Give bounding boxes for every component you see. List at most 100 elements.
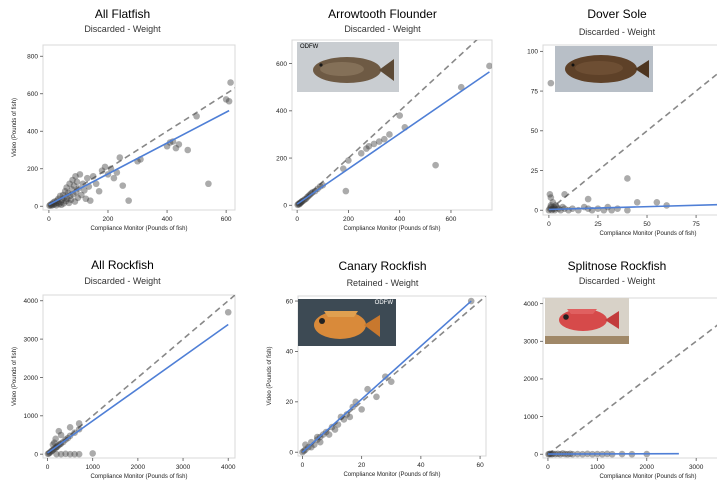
data-point [58, 201, 65, 209]
identity-line [48, 87, 235, 207]
y-tick-label: 400 [27, 129, 38, 136]
data-point [552, 202, 560, 209]
plot-area [42, 44, 236, 211]
x-axis-label: Compliance Monitor (Pounds of fish) [599, 231, 696, 237]
data-point [325, 431, 333, 438]
canary-rockfish-photo: ODFW [298, 299, 396, 346]
data-point [125, 197, 132, 204]
data-point [316, 438, 324, 446]
data-point [547, 202, 555, 209]
identity-line [296, 40, 478, 206]
x-tick-label: 75 [692, 221, 700, 228]
data-point [328, 423, 336, 431]
y-axis-label: Video (Pounds of fish) [12, 98, 18, 157]
x-axis-label: Compliance Monitor (Pounds of fish) [343, 472, 440, 478]
y-tick-label: 25 [531, 168, 539, 175]
x-tick-label: 1000 [85, 464, 100, 471]
identity-line [46, 295, 235, 455]
data-point [107, 165, 115, 173]
data-point [82, 195, 90, 203]
y-tick-label: 0 [34, 204, 38, 211]
panel-splitnose-rockfish: Splitnose Rockfish Discarded - Weight 0 1… [505, 250, 717, 485]
y-tick-label: 200 [27, 166, 38, 173]
panel-all-flatfish: All Flatfish Discarded - Weight 0 200 400 6… [0, 0, 245, 240]
chart-title: Splitnose Rockfish [567, 259, 667, 273]
data-point [65, 199, 73, 207]
data-point [486, 62, 492, 70]
fit-line [301, 300, 472, 453]
data-point [67, 196, 75, 203]
y-axis-label: Video (Pounds of fish) [267, 347, 273, 406]
dover-sole-photo [555, 46, 653, 92]
data-point [222, 96, 230, 103]
x-tick-label: 40 [417, 462, 425, 469]
fit-line [47, 323, 229, 454]
data-point [561, 191, 568, 198]
y-tick-label: 3000 [524, 339, 539, 346]
scatter-plot: 0 20 40 60 0 20 40 60 Compliance Monitor (Pounds… [267, 295, 487, 478]
data-point [116, 154, 124, 161]
data-point [66, 450, 74, 458]
data-point [110, 174, 118, 182]
scatter-plot: 0 1000 2000 3000 4000 0 1000 2000 3000 4000 Compli… [12, 294, 236, 480]
data-point [81, 187, 88, 194]
data-point [224, 308, 232, 316]
data-point [375, 138, 383, 145]
scatter-plot: 02550751000255075100Compliance Monitor (… [527, 44, 717, 237]
data-point [345, 157, 352, 164]
scatter-plot: 0 200 400 600 0 200 400 600 Compliance Monitor (… [276, 39, 493, 232]
data-point [357, 150, 365, 157]
y-tick-label: 1000 [24, 413, 39, 420]
x-tick-label: 3000 [176, 464, 191, 471]
fit-line [548, 203, 717, 211]
data-point [75, 420, 83, 427]
data-point [53, 450, 60, 458]
data-point [432, 161, 439, 169]
data-point [57, 431, 65, 439]
y-tick-label: 20 [286, 399, 294, 406]
y-tick-label: 800 [27, 54, 38, 61]
data-point [373, 393, 380, 401]
panel-dover-sole: Dover Sole Discarded - Weight 0 25 50 75 100… [505, 0, 717, 240]
y-tick-label: 4000 [24, 298, 39, 305]
data-point [72, 172, 79, 180]
chart-title: All Flatfish [94, 7, 151, 21]
identity-line [547, 324, 717, 455]
photo-credit-label: ODFW [374, 300, 393, 306]
fit-line [48, 109, 230, 206]
data-point [92, 180, 100, 188]
chart-title: Dover Sole [587, 7, 647, 21]
data-point [175, 141, 183, 148]
y-tick-label: 400 [276, 108, 287, 115]
y-tick-label: 40 [286, 349, 294, 356]
data-point [86, 197, 94, 204]
x-tick-label: 400 [162, 216, 173, 223]
y-tick-label: 4000 [524, 301, 539, 308]
identity-line [301, 296, 486, 453]
y-tick-label: 0 [534, 452, 538, 459]
x-tick-label: 600 [221, 216, 232, 223]
y-tick-label: 600 [27, 91, 38, 98]
data-point [57, 198, 65, 206]
x-axis-label: Compliance Monitor (Pounds of fish) [343, 226, 440, 232]
y-tick-label: 60 [286, 298, 294, 305]
data-point [545, 206, 553, 214]
data-point [71, 198, 79, 205]
x-tick-label: 0 [295, 216, 299, 223]
data-point [193, 112, 200, 120]
x-tick-label: 0 [301, 462, 305, 469]
x-tick-label: 4000 [221, 464, 236, 471]
chart-title: All Rockfish [91, 258, 154, 272]
x-tick-label: 60 [476, 462, 484, 469]
data-point [95, 187, 103, 195]
data-point [343, 411, 351, 418]
data-point [313, 433, 321, 441]
x-tick-label: 20 [358, 462, 366, 469]
data-point [78, 191, 85, 199]
x-tick-label: 0 [46, 464, 50, 471]
x-tick-label: 50 [643, 221, 651, 228]
data-point [62, 450, 69, 458]
y-tick-label: 600 [276, 61, 287, 68]
data-point [74, 194, 82, 202]
data-point [387, 378, 395, 385]
